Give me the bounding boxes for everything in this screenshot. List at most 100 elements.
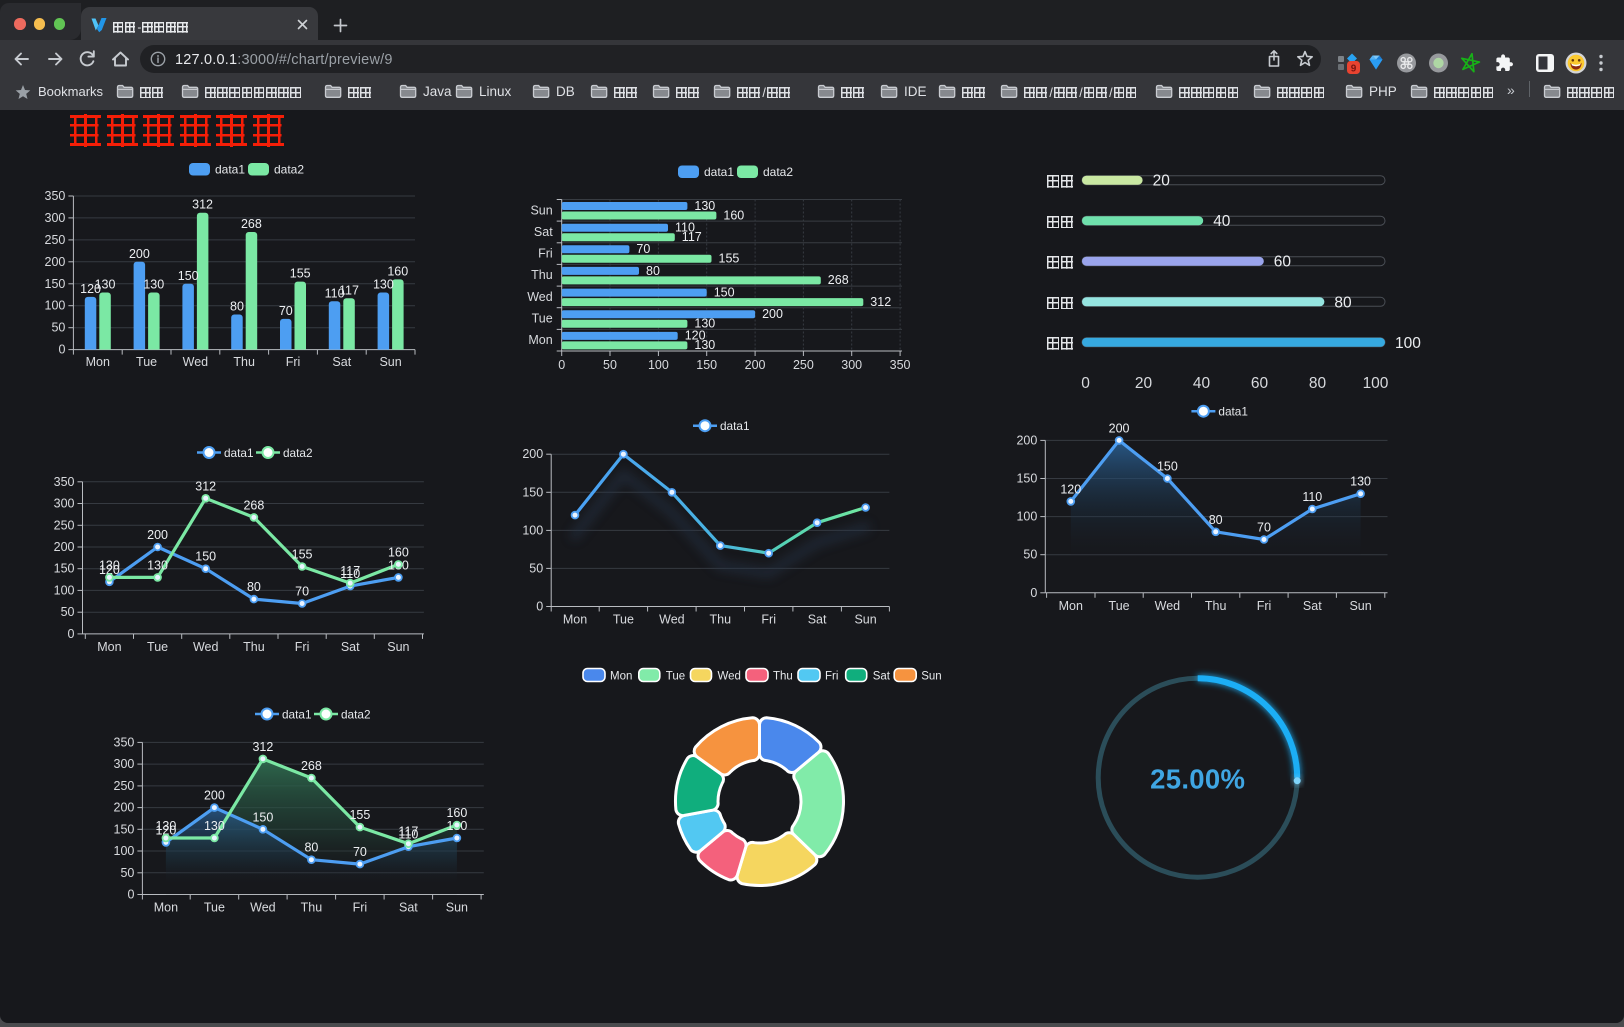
svg-text:268: 268 bbox=[241, 217, 262, 231]
svg-text:150: 150 bbox=[1157, 460, 1178, 474]
svg-text:40: 40 bbox=[1213, 213, 1231, 230]
svg-text:25.00%: 25.00% bbox=[1150, 764, 1245, 795]
svg-text:120: 120 bbox=[155, 823, 176, 837]
svg-text:Thu: Thu bbox=[531, 268, 553, 282]
svg-text:350: 350 bbox=[890, 358, 911, 372]
svg-text:110: 110 bbox=[340, 567, 360, 581]
svg-text:Thu: Thu bbox=[301, 901, 323, 915]
svg-text:250: 250 bbox=[114, 779, 135, 793]
svg-text:Sun: Sun bbox=[1349, 599, 1371, 613]
svg-text:20: 20 bbox=[1153, 173, 1171, 190]
svg-text:200: 200 bbox=[114, 801, 135, 815]
svg-text:200: 200 bbox=[147, 528, 168, 542]
svg-text:130: 130 bbox=[694, 199, 715, 213]
svg-text:155: 155 bbox=[292, 548, 313, 562]
svg-text:120: 120 bbox=[1060, 482, 1081, 496]
svg-text:300: 300 bbox=[114, 757, 135, 771]
svg-text:200: 200 bbox=[45, 255, 66, 269]
svg-text:130: 130 bbox=[95, 278, 116, 292]
svg-text:200: 200 bbox=[1109, 421, 1130, 435]
svg-text:Mon: Mon bbox=[1059, 599, 1083, 613]
svg-text:Mon: Mon bbox=[86, 355, 110, 369]
svg-text:Wed: Wed bbox=[659, 613, 685, 627]
svg-text:70: 70 bbox=[1257, 521, 1271, 535]
svg-text:155: 155 bbox=[349, 808, 370, 822]
svg-text:117: 117 bbox=[340, 564, 360, 578]
svg-text:Sat: Sat bbox=[399, 901, 418, 915]
svg-text:120: 120 bbox=[80, 282, 101, 296]
svg-text:150: 150 bbox=[252, 810, 273, 824]
svg-text:268: 268 bbox=[828, 273, 849, 287]
svg-text:350: 350 bbox=[54, 475, 75, 489]
svg-text:Mon: Mon bbox=[97, 640, 121, 654]
svg-text:130: 130 bbox=[694, 317, 715, 331]
svg-text:100: 100 bbox=[1016, 510, 1037, 524]
svg-text:200: 200 bbox=[522, 447, 543, 461]
svg-text:117: 117 bbox=[398, 825, 418, 839]
svg-text:130: 130 bbox=[373, 278, 394, 292]
svg-text:100: 100 bbox=[45, 299, 66, 313]
svg-text:160: 160 bbox=[723, 208, 744, 222]
svg-text:150: 150 bbox=[696, 358, 717, 372]
svg-text:200: 200 bbox=[54, 540, 75, 554]
svg-text:100: 100 bbox=[648, 358, 669, 372]
svg-text:100: 100 bbox=[1395, 335, 1421, 352]
svg-text:data1: data1 bbox=[720, 419, 750, 433]
svg-text:Sat: Sat bbox=[332, 355, 351, 369]
svg-text:117: 117 bbox=[682, 230, 702, 244]
svg-text:data2: data2 bbox=[274, 163, 304, 177]
svg-text:data2: data2 bbox=[283, 446, 313, 460]
svg-text:Sun: Sun bbox=[446, 901, 468, 915]
svg-text:Fri: Fri bbox=[353, 901, 368, 915]
svg-text:250: 250 bbox=[793, 358, 814, 372]
svg-text:150: 150 bbox=[714, 285, 735, 299]
svg-text:0: 0 bbox=[536, 600, 543, 614]
svg-text:Sat: Sat bbox=[873, 671, 891, 683]
svg-text:110: 110 bbox=[325, 286, 345, 300]
svg-text:Sat: Sat bbox=[534, 225, 553, 239]
svg-text:350: 350 bbox=[45, 189, 66, 203]
svg-text:Thu: Thu bbox=[243, 640, 265, 654]
svg-text:117: 117 bbox=[339, 283, 359, 297]
svg-text:Tue: Tue bbox=[136, 355, 157, 369]
svg-text:Wed: Wed bbox=[193, 640, 219, 654]
svg-text:Sun: Sun bbox=[921, 671, 941, 683]
svg-text:100: 100 bbox=[522, 523, 543, 537]
svg-text:70: 70 bbox=[295, 585, 309, 599]
svg-text:70: 70 bbox=[353, 845, 367, 859]
svg-text:Fri: Fri bbox=[1257, 599, 1272, 613]
svg-text:100: 100 bbox=[114, 844, 135, 858]
svg-text:50: 50 bbox=[1023, 548, 1037, 562]
svg-text:Sat: Sat bbox=[808, 613, 827, 627]
svg-text:80: 80 bbox=[646, 264, 660, 278]
svg-text:150: 150 bbox=[1016, 472, 1037, 486]
svg-text:268: 268 bbox=[301, 759, 322, 773]
svg-text:Tue: Tue bbox=[532, 312, 553, 326]
svg-text:Tue: Tue bbox=[204, 901, 225, 915]
svg-text:200: 200 bbox=[204, 789, 225, 803]
svg-text:20: 20 bbox=[1135, 375, 1153, 392]
svg-text:60: 60 bbox=[1251, 375, 1269, 392]
svg-text:Wed: Wed bbox=[1155, 599, 1181, 613]
svg-text:50: 50 bbox=[529, 561, 543, 575]
svg-text:Mon: Mon bbox=[610, 671, 632, 683]
svg-text:Wed: Wed bbox=[718, 671, 741, 683]
svg-text:0: 0 bbox=[68, 627, 75, 641]
svg-text:80: 80 bbox=[304, 841, 318, 855]
svg-text:80: 80 bbox=[1209, 513, 1223, 527]
svg-text:data2: data2 bbox=[763, 165, 793, 179]
svg-text:Mon: Mon bbox=[563, 613, 587, 627]
svg-text:150: 150 bbox=[178, 269, 199, 283]
svg-text:200: 200 bbox=[762, 307, 783, 321]
svg-text:50: 50 bbox=[51, 321, 65, 335]
svg-text:300: 300 bbox=[54, 497, 75, 511]
svg-text:200: 200 bbox=[1016, 433, 1037, 447]
svg-text:Tue: Tue bbox=[147, 640, 168, 654]
svg-text:Mon: Mon bbox=[154, 901, 178, 915]
svg-text:Mon: Mon bbox=[528, 333, 552, 347]
svg-text:150: 150 bbox=[45, 277, 66, 291]
svg-text:200: 200 bbox=[745, 358, 766, 372]
svg-text:150: 150 bbox=[195, 550, 216, 564]
svg-text:Thu: Thu bbox=[233, 355, 255, 369]
svg-text:Thu: Thu bbox=[1205, 599, 1227, 613]
